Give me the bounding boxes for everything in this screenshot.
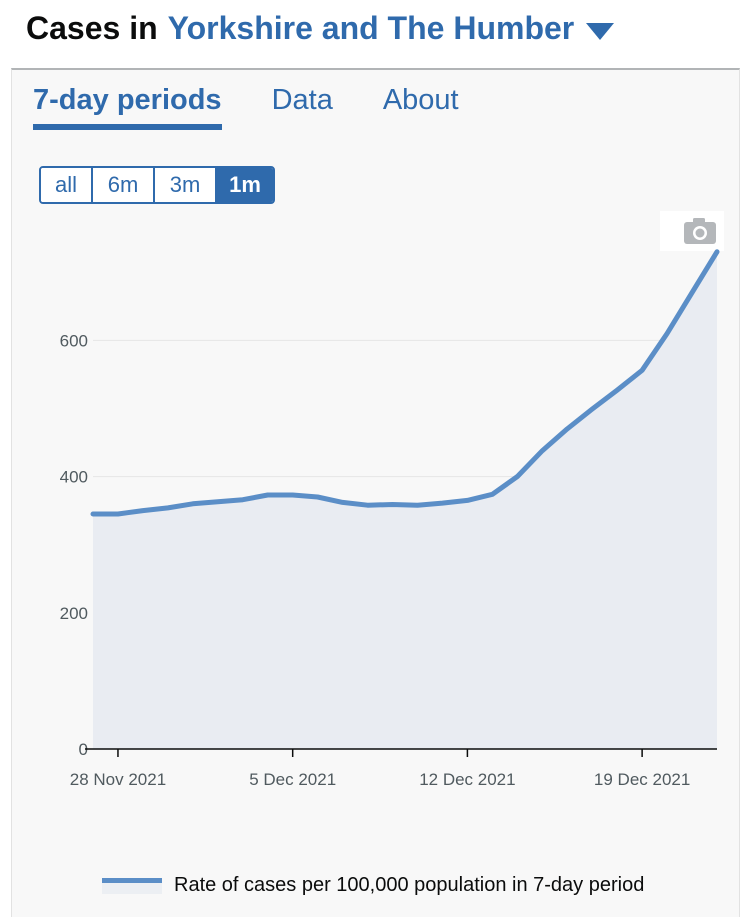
range-6m-button[interactable]: 6m [93, 168, 155, 202]
cases-area [93, 251, 717, 750]
x-tick-label: 19 Dec 2021 [594, 770, 690, 789]
x-tick-label: 5 Dec 2021 [249, 770, 336, 789]
time-range-selector: all 6m 3m 1m [39, 166, 275, 204]
range-1m-button[interactable]: 1m [217, 168, 273, 202]
x-tick-label: 28 Nov 2021 [70, 770, 166, 789]
legend-swatch [102, 877, 162, 894]
tab-data[interactable]: Data [271, 84, 333, 116]
cases-line [90, 249, 720, 517]
camera-icon [684, 218, 716, 244]
region-name: Yorkshire and The Humber [167, 9, 575, 46]
x-tick-label: 12 Dec 2021 [419, 770, 515, 789]
tab-about[interactable]: About [382, 84, 459, 116]
range-3m-button[interactable]: 3m [155, 168, 217, 202]
tab-bar: 7-day periods Data About [33, 84, 509, 130]
page-header: Cases in Yorkshire and The Humber [26, 6, 615, 50]
y-tick-label: 400 [60, 468, 88, 487]
camera-button[interactable] [660, 211, 724, 251]
y-tick-label: 200 [60, 604, 88, 623]
legend-label: Rate of cases per 100,000 population in … [174, 874, 645, 896]
range-all-button[interactable]: all [41, 168, 93, 202]
header-lead: Cases in [26, 9, 158, 46]
y-tick-label: 0 [79, 740, 88, 759]
tab-7-day-periods[interactable]: 7-day periods [33, 84, 222, 130]
region-dropdown[interactable]: Yorkshire and The Humber [168, 10, 615, 47]
chevron-down-icon [586, 22, 615, 40]
y-tick-label: 600 [60, 331, 88, 350]
chart-legend: Rate of cases per 100,000 population in … [102, 874, 644, 897]
